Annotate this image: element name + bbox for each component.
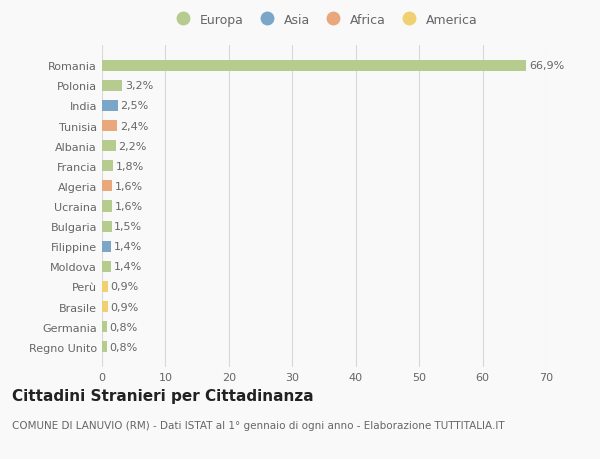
Bar <box>102 241 111 252</box>
Bar <box>102 221 112 232</box>
Text: 1,4%: 1,4% <box>113 262 142 272</box>
Legend: Europa, Asia, Africa, America: Europa, Asia, Africa, America <box>170 14 478 27</box>
Bar <box>102 181 112 192</box>
Text: COMUNE DI LANUVIO (RM) - Dati ISTAT al 1° gennaio di ogni anno - Elaborazione TU: COMUNE DI LANUVIO (RM) - Dati ISTAT al 1… <box>12 420 505 430</box>
Text: 3,2%: 3,2% <box>125 81 153 91</box>
Text: 2,5%: 2,5% <box>121 101 149 111</box>
Bar <box>102 101 118 112</box>
Text: 1,6%: 1,6% <box>115 202 143 212</box>
Text: 2,4%: 2,4% <box>120 121 148 131</box>
Text: 66,9%: 66,9% <box>529 61 564 71</box>
Text: 0,9%: 0,9% <box>110 282 139 292</box>
Bar <box>102 121 117 132</box>
Text: Cittadini Stranieri per Cittadinanza: Cittadini Stranieri per Cittadinanza <box>12 388 314 403</box>
Text: 2,2%: 2,2% <box>118 141 147 151</box>
Bar <box>102 302 108 313</box>
Bar <box>102 161 113 172</box>
Bar <box>102 201 112 212</box>
Text: 1,4%: 1,4% <box>113 242 142 252</box>
Text: 1,6%: 1,6% <box>115 181 143 191</box>
Text: 0,8%: 0,8% <box>110 322 138 332</box>
Bar <box>102 321 107 332</box>
Bar <box>102 141 116 152</box>
Bar <box>102 61 526 72</box>
Text: 0,8%: 0,8% <box>110 342 138 352</box>
Text: 0,9%: 0,9% <box>110 302 139 312</box>
Text: 1,8%: 1,8% <box>116 162 144 171</box>
Bar <box>102 281 108 292</box>
Text: 1,5%: 1,5% <box>114 222 142 232</box>
Bar <box>102 261 111 272</box>
Bar <box>102 81 122 92</box>
Bar <box>102 341 107 353</box>
